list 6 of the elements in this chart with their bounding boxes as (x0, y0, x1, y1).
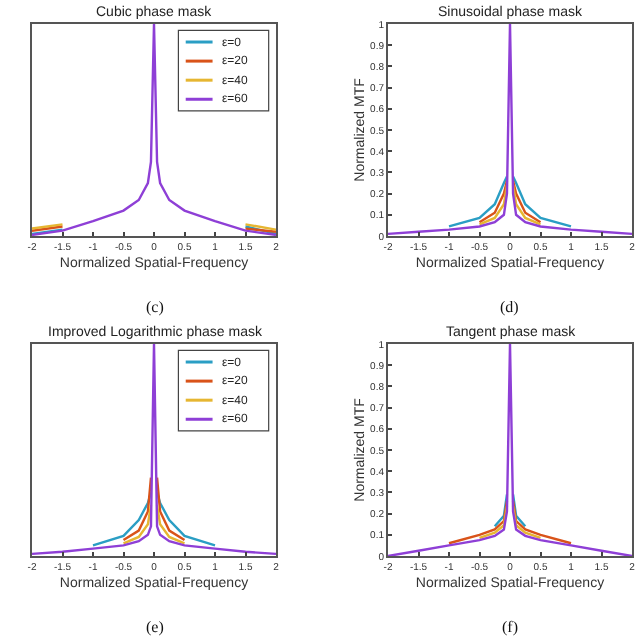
text: (c) (146, 298, 165, 316)
line-series (388, 24, 632, 236)
line-series (388, 344, 632, 556)
text: (e) (146, 618, 165, 636)
text: (f) (502, 618, 519, 636)
text: (d) (500, 298, 520, 316)
